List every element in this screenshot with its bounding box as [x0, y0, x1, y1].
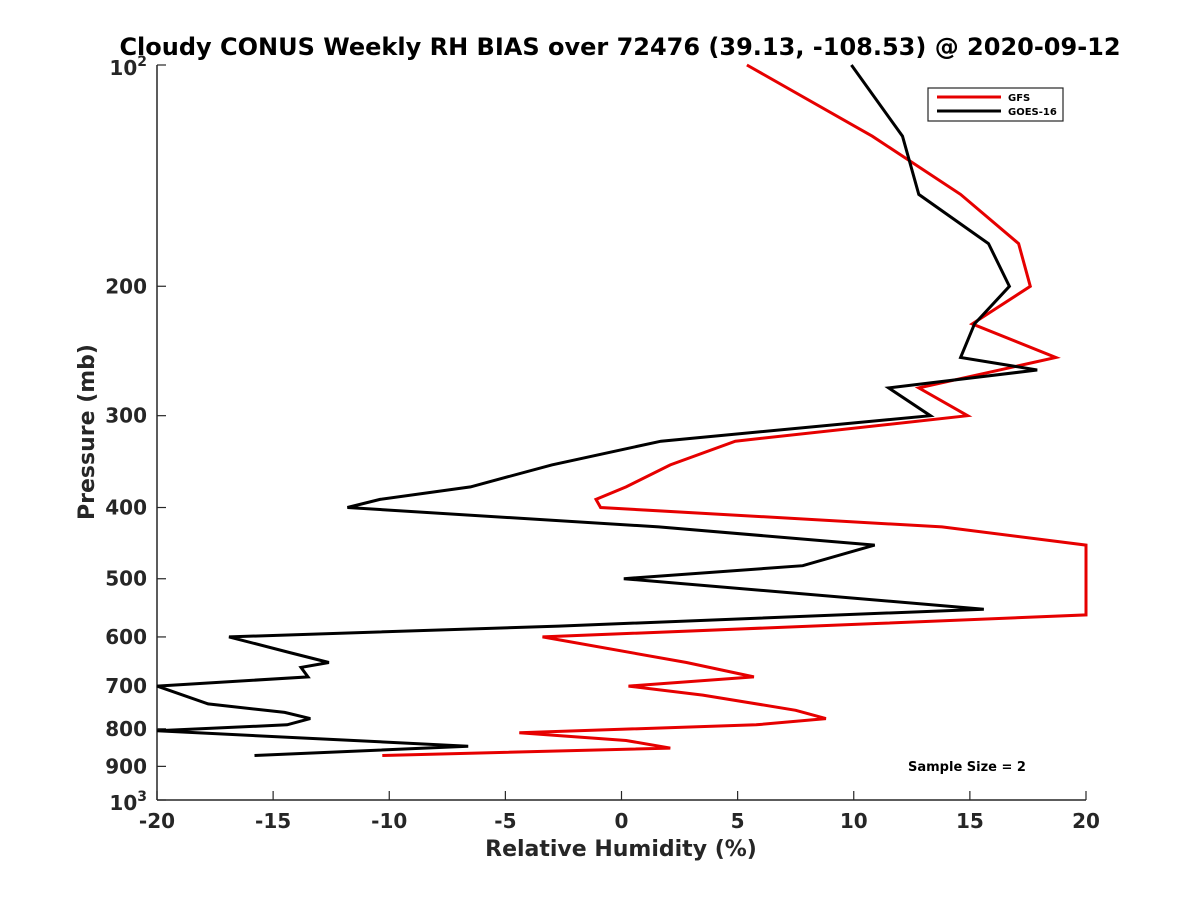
x-tick-label: 0: [615, 809, 629, 833]
series-line-gfs: [382, 63, 1088, 757]
y-tick-label: 700: [105, 674, 147, 698]
x-tick-label: -10: [371, 809, 407, 833]
x-tick-label: 10: [840, 809, 868, 833]
x-tick-label: 20: [1072, 809, 1100, 833]
y-tick-label: 800: [105, 717, 147, 741]
y-tick-exponent: 3: [137, 789, 147, 805]
legend-label: GFS: [1008, 93, 1030, 104]
legend: GFS GOES-16: [927, 87, 1064, 122]
x-tick-label: -15: [255, 809, 291, 833]
x-axis-label: Relative Humidity (%): [485, 837, 757, 862]
legend-box: [927, 87, 1064, 122]
series-line-goes-16: [156, 64, 1038, 757]
series-layer: [156, 63, 1088, 757]
y-tick-label: 900: [105, 754, 147, 778]
y-tick-base: 10: [109, 56, 137, 80]
y-axis-label: Pressure (mb): [75, 344, 100, 520]
y-tick-label: 300: [105, 404, 147, 428]
plot-area: [156, 65, 1086, 801]
y-tick-label: 400: [105, 496, 147, 520]
y-tick-base: 10: [109, 791, 137, 815]
y-tick-label: 103: [109, 789, 147, 815]
x-tick-label: -20: [139, 809, 175, 833]
y-tick-label: 200: [105, 274, 147, 298]
y-tick-exponent: 2: [137, 54, 147, 70]
x-tick-label: 5: [731, 809, 745, 833]
y-tick-label: 600: [105, 625, 147, 649]
x-axis-ticks: -20 -15 -10 -5 0 5 10 15 20: [139, 791, 1100, 833]
sample-size-annotation: Sample Size = 2: [908, 760, 1026, 775]
y-tick-label: 102: [109, 54, 147, 80]
x-tick-label: -5: [494, 809, 516, 833]
x-tick-label: 15: [956, 809, 984, 833]
legend-label: GOES-16: [1008, 107, 1057, 118]
chart-title: Cloudy CONUS Weekly RH BIAS over 72476 (…: [119, 33, 1120, 61]
y-tick-label: 500: [105, 567, 147, 591]
